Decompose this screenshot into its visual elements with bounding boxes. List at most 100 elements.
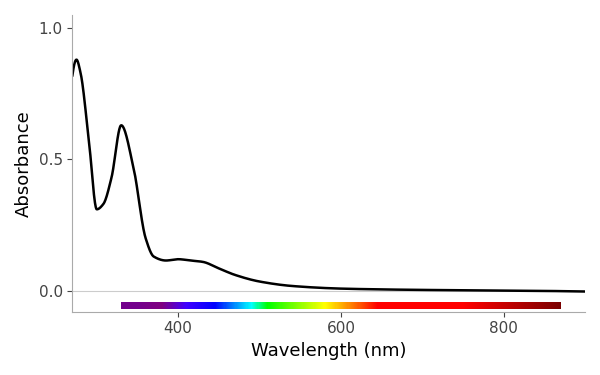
Bar <box>500 302 501 309</box>
Bar <box>141 302 142 309</box>
Bar <box>253 302 254 309</box>
Bar <box>229 302 230 309</box>
Bar <box>261 302 262 309</box>
Bar <box>250 302 251 309</box>
Bar <box>439 302 440 309</box>
Bar <box>146 302 148 309</box>
Bar <box>354 302 355 309</box>
Bar <box>425 302 427 309</box>
Bar <box>308 302 309 309</box>
Y-axis label: Absorbance: Absorbance <box>15 110 33 217</box>
Bar <box>284 302 285 309</box>
Bar <box>325 302 326 309</box>
Bar <box>413 302 415 309</box>
Bar <box>210 302 211 309</box>
Bar <box>127 302 128 309</box>
Bar <box>496 302 497 309</box>
Bar <box>173 302 174 309</box>
Bar <box>181 302 182 309</box>
Bar <box>161 302 162 309</box>
Bar <box>314 302 316 309</box>
Bar <box>332 302 333 309</box>
Bar <box>455 302 456 309</box>
Bar <box>333 302 334 309</box>
Bar <box>457 302 458 309</box>
Bar <box>121 302 122 309</box>
Bar <box>191 302 193 309</box>
Bar <box>399 302 400 309</box>
Bar <box>170 302 172 309</box>
Bar <box>373 302 374 309</box>
Bar <box>557 302 559 309</box>
Bar <box>349 302 350 309</box>
Bar <box>536 302 538 309</box>
Bar <box>511 302 512 309</box>
Bar <box>521 302 522 309</box>
Bar <box>248 302 250 309</box>
Bar <box>386 302 387 309</box>
Bar <box>122 302 124 309</box>
Bar <box>125 302 127 309</box>
Bar <box>441 302 442 309</box>
Bar <box>254 302 255 309</box>
Bar <box>555 302 556 309</box>
Bar <box>130 302 131 309</box>
Bar <box>157 302 158 309</box>
Bar <box>274 302 275 309</box>
Bar <box>145 302 146 309</box>
Bar <box>330 302 331 309</box>
Bar <box>432 302 433 309</box>
Bar <box>409 302 410 309</box>
Bar <box>526 302 527 309</box>
Bar <box>422 302 423 309</box>
Bar <box>199 302 200 309</box>
Bar <box>540 302 541 309</box>
Bar <box>446 302 448 309</box>
Bar <box>392 302 394 309</box>
Bar <box>352 302 353 309</box>
Bar <box>401 302 403 309</box>
Bar <box>491 302 493 309</box>
Bar <box>298 302 299 309</box>
Bar <box>550 302 551 309</box>
Bar <box>338 302 339 309</box>
Bar <box>179 302 181 309</box>
Bar <box>534 302 535 309</box>
Bar <box>376 302 377 309</box>
Bar <box>533 302 534 309</box>
Bar <box>501 302 502 309</box>
Bar <box>301 302 302 309</box>
Bar <box>176 302 177 309</box>
Bar <box>493 302 494 309</box>
Bar <box>377 302 378 309</box>
Bar <box>219 302 220 309</box>
Bar <box>300 302 301 309</box>
Bar <box>236 302 238 309</box>
Bar <box>142 302 143 309</box>
Bar <box>290 302 292 309</box>
Bar <box>124 302 125 309</box>
Bar <box>175 302 176 309</box>
Bar <box>280 302 281 309</box>
Bar <box>378 302 379 309</box>
Bar <box>475 302 476 309</box>
Bar <box>415 302 416 309</box>
Bar <box>252 302 253 309</box>
Bar <box>407 302 408 309</box>
Bar <box>177 302 178 309</box>
Bar <box>185 302 186 309</box>
Bar <box>515 302 517 309</box>
Bar <box>523 302 524 309</box>
Bar <box>411 302 412 309</box>
Bar <box>242 302 243 309</box>
Bar <box>394 302 395 309</box>
Bar <box>430 302 431 309</box>
Bar <box>464 302 465 309</box>
Bar <box>309 302 310 309</box>
Bar <box>136 302 137 309</box>
Bar <box>451 302 452 309</box>
Bar <box>382 302 383 309</box>
Bar <box>362 302 363 309</box>
Bar <box>162 302 163 309</box>
Bar <box>465 302 466 309</box>
